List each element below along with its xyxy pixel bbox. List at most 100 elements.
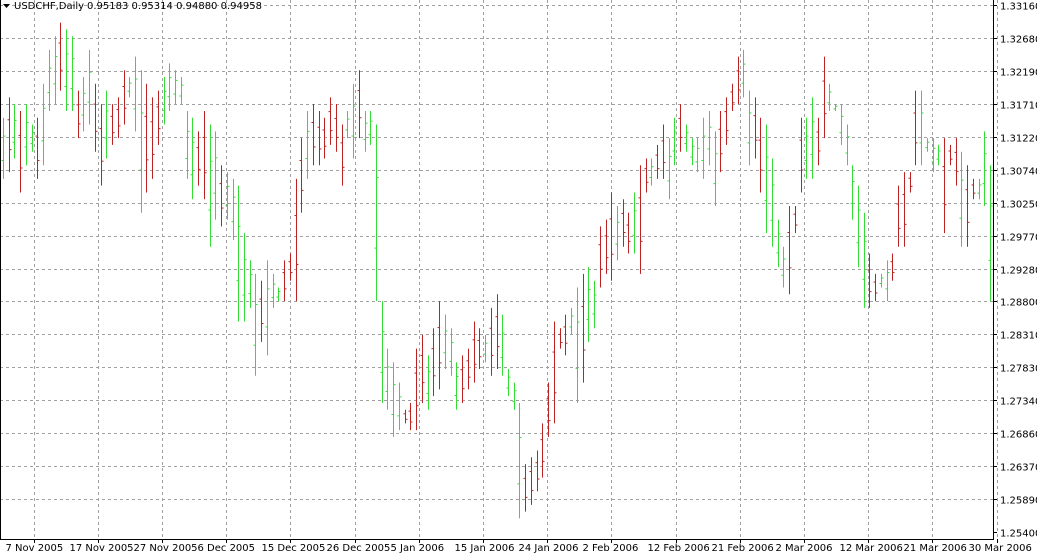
ohlc-bar bbox=[460, 355, 465, 403]
ohlc-bar bbox=[99, 104, 104, 186]
time-tick-label: 17 Nov 2005 bbox=[70, 543, 134, 554]
price-tick-label: 1.25400 bbox=[1000, 529, 1037, 540]
ohlc-bar bbox=[626, 212, 631, 254]
ohlc-bar bbox=[231, 178, 236, 240]
ohlc-bar bbox=[41, 83, 46, 166]
ohlc-bar bbox=[523, 464, 528, 512]
price-tick-label: 1.29280 bbox=[1000, 266, 1037, 277]
ohlc-bar bbox=[334, 104, 339, 152]
ohlc-bar bbox=[724, 97, 729, 145]
price-tick-label: 1.30740 bbox=[1000, 167, 1037, 178]
chart-axes bbox=[0, 0, 994, 540]
ohlc-bar bbox=[150, 97, 155, 179]
price-tick-label: 1.31220 bbox=[1000, 134, 1037, 145]
ohlc-bar bbox=[965, 165, 970, 247]
ohlc-bar bbox=[357, 70, 362, 139]
ohlc-bar bbox=[862, 212, 867, 308]
price-tick-label: 1.32680 bbox=[1000, 35, 1037, 46]
ohlc-bar bbox=[913, 90, 918, 166]
ohlc-bar bbox=[506, 369, 511, 397]
ohlc-bar bbox=[12, 104, 17, 159]
ohlc-bar bbox=[667, 138, 672, 200]
ohlc-bar bbox=[879, 273, 884, 288]
ohlc-bar bbox=[621, 199, 626, 247]
price-tick-label: 1.32190 bbox=[1000, 68, 1037, 79]
ohlc-bar bbox=[477, 328, 482, 370]
ohlc-bar bbox=[294, 178, 299, 302]
price-tick-label: 1.33160 bbox=[1000, 2, 1037, 13]
ohlc-bar bbox=[219, 165, 224, 227]
ohlc-bar bbox=[397, 382, 402, 431]
ohlc-bar bbox=[546, 382, 551, 437]
ohlc-bar bbox=[592, 280, 597, 329]
time-tick-label: 12 Mar 2006 bbox=[840, 543, 903, 554]
time-tick-label: 24 Jan 2006 bbox=[519, 543, 579, 554]
ohlc-bar bbox=[299, 138, 304, 213]
price-tick-label: 1.29770 bbox=[1000, 233, 1037, 244]
price-tick-label: 1.28310 bbox=[1000, 331, 1037, 342]
price-tick-label: 1.26370 bbox=[1000, 463, 1037, 474]
ohlc-bar bbox=[833, 104, 838, 111]
ohlc-bar bbox=[988, 165, 993, 302]
ohlc-bar bbox=[7, 97, 12, 173]
ohlc-bar bbox=[93, 83, 98, 152]
ohlc-bar bbox=[959, 151, 964, 247]
ohlc-bar bbox=[64, 29, 69, 111]
ohlc-bar bbox=[363, 110, 368, 152]
dropdown-triangle-icon[interactable] bbox=[3, 4, 10, 8]
ohlc-bar bbox=[368, 110, 373, 145]
ohlc-bar bbox=[162, 76, 167, 125]
ohlc-bar bbox=[500, 314, 505, 376]
ohlc-bar bbox=[122, 70, 127, 125]
ohlc-bar bbox=[345, 110, 350, 139]
ohlc-bar bbox=[684, 124, 689, 152]
ohlc-bar bbox=[133, 56, 138, 132]
ohlc-bar bbox=[873, 273, 878, 302]
ohlc-bar bbox=[890, 253, 895, 281]
ohlc-bar bbox=[213, 131, 218, 220]
ohlc-bar bbox=[512, 382, 517, 410]
ohlc-bar bbox=[885, 260, 890, 302]
ohlc-bar bbox=[196, 131, 201, 186]
ohlc-bar bbox=[799, 117, 804, 193]
ohlc-bar bbox=[414, 348, 419, 431]
ohlc-bar bbox=[672, 117, 677, 166]
ohlc-bar bbox=[948, 144, 953, 166]
ohlc-bar bbox=[81, 76, 86, 132]
time-tick-label: 12 Feb 2006 bbox=[648, 543, 710, 554]
ohlc-bar bbox=[208, 124, 213, 247]
ohlc-bar bbox=[190, 117, 195, 200]
time-tick-label: 5 Jan 2006 bbox=[391, 543, 445, 554]
ohlc-bar bbox=[472, 321, 477, 383]
ohlc-bar bbox=[741, 49, 746, 98]
ohlc-bar bbox=[374, 124, 379, 302]
ohlc-bar bbox=[104, 90, 109, 159]
ohlc-bar bbox=[678, 104, 683, 152]
ohlc-bar bbox=[954, 138, 959, 186]
ohlc-bar bbox=[1, 117, 6, 179]
ohlc-bar bbox=[322, 117, 327, 159]
ohlc-bar bbox=[282, 260, 287, 302]
ohlc-bar bbox=[385, 348, 390, 410]
ohlc-bar bbox=[690, 138, 695, 166]
ohlc-bar bbox=[242, 233, 247, 322]
ohlc-bar bbox=[58, 22, 63, 91]
price-bars bbox=[1, 22, 993, 519]
price-tick-label: 1.31710 bbox=[1000, 101, 1037, 112]
time-tick-label: 21 Feb 2006 bbox=[712, 543, 774, 554]
ohlc-bar bbox=[931, 138, 936, 173]
ohlc-bar bbox=[380, 301, 385, 403]
symbol-label: USDCHF,Daily bbox=[14, 1, 84, 12]
ohlc-bar bbox=[764, 124, 769, 234]
ohlc-bar bbox=[936, 144, 941, 166]
ohlc-bar bbox=[649, 158, 654, 186]
ohlc-bar bbox=[839, 104, 844, 145]
ohlc-bar bbox=[225, 172, 230, 220]
time-tick-label: 15 Jan 2006 bbox=[455, 543, 515, 554]
ohlc-bar bbox=[317, 110, 322, 166]
ohlc-bar bbox=[139, 70, 144, 213]
ohlc-bar bbox=[110, 104, 115, 145]
ohlc-bar bbox=[288, 253, 293, 281]
ohlc-bar bbox=[305, 110, 310, 179]
ohlc-bar bbox=[248, 260, 253, 308]
